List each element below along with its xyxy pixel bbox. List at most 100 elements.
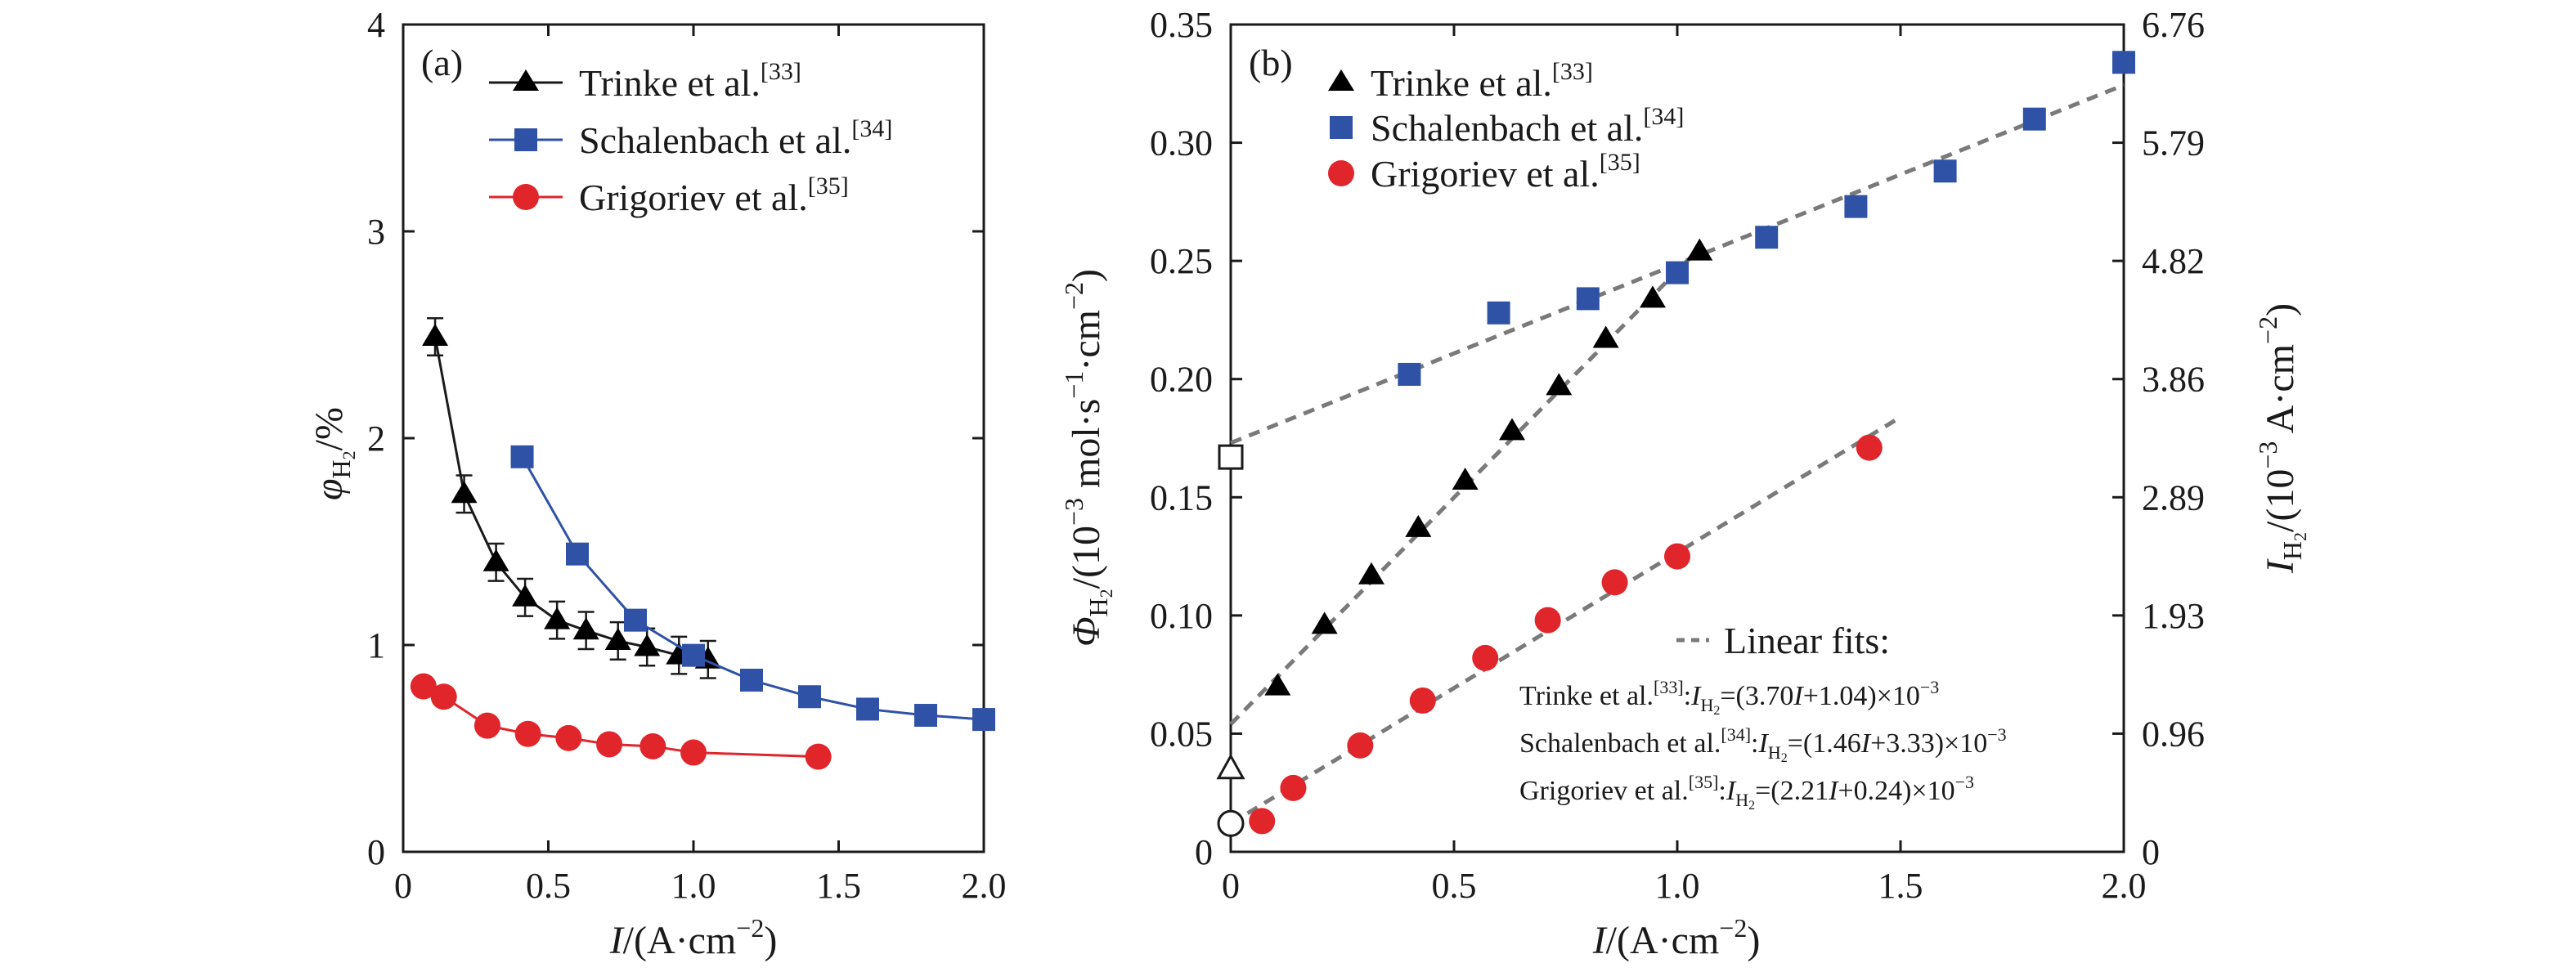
panel-a-frame [402,23,985,853]
x-tick-label: 0 [1222,866,1240,906]
data-point [624,608,647,632]
y-tick-label: 0.10 [1150,596,1213,636]
legend-marker-triangle [1328,69,1354,91]
data-point [1409,687,1436,714]
data-point [482,549,509,571]
legend-marker-square [1330,116,1353,139]
panel-b-x-axis-title: I/(A·cm−2) [1592,913,1761,962]
data-point [451,481,478,504]
y-right-tick-label: 6.76 [2142,5,2205,45]
intercept-marker [1218,444,1244,470]
legend-item-schalenbach: Schalenbach et al.[34] [1330,103,1684,149]
fit-legend-entry: Grigoriev et al.[35]:IH2=(2.21I+0.24)×10… [1519,772,1974,813]
legend-marker-square [514,128,537,151]
fit-legend-entry: Schalenbach et al.[34]:IH2=(1.46I+3.33)×… [1519,724,2007,765]
data-point [1498,418,1525,441]
y-tick-label: 3 [367,212,385,252]
data-point [1280,774,1307,801]
data-point [798,685,821,709]
data-point [1347,732,1374,759]
legend-item-trinke: Trinke et al.[33] [489,58,801,104]
panel-a-ticks: 0 0.5 1.0 1.5 2.0 0 1 2 3 4 [367,5,1007,906]
data-point [572,617,599,640]
data-point [680,739,707,766]
data-point [1933,159,1957,183]
x-tick-label: 2.0 [962,866,1007,906]
data-point [544,607,571,629]
data-point [1264,673,1291,696]
legend-item-grigoriev: Grigoriev et al.[35] [1328,149,1640,195]
intercept-marker [1216,753,1245,780]
y-tick-label: 0 [367,832,385,872]
data-point [1534,607,1561,634]
y-right-tick-label: 0 [2142,832,2160,872]
legend-item-grigoriev: Grigoriev et al.[35] [489,172,849,218]
intercept-marker [1217,809,1245,837]
panel-b-intercepts [1216,444,1245,837]
y-tick-label: 2 [367,419,385,459]
fit-legend-title: Linear fits: [1724,620,1890,661]
panel-b-y-axis-title: ΦH2/(10−3 mol·s−1·cm−2) [1059,269,1116,647]
data-point [430,683,457,710]
data-point [1358,562,1384,585]
panel-a-legend: Trinke et al.[33] Schalenbach et al.[34]… [489,58,892,218]
legend-marker-triangle [513,69,539,91]
data-point [640,732,666,759]
data-point [972,708,995,732]
y-right-tick-label: 0.96 [2142,714,2205,754]
panel-b-ticks: 0 0.5 1.0 1.5 2.00 00.05 0.960.10 1.930.15 2.890… [1150,5,2205,906]
y-tick-label: 4 [367,5,385,45]
y-tick-label: 0.15 [1150,477,1213,517]
y-tick-label: 0.30 [1150,123,1213,163]
y-right-tick-label: 3.86 [2142,360,2205,400]
data-point [1452,468,1479,490]
data-point [1487,301,1510,325]
fit-legend: Linear fits: Trinke et al.[33]:IH2=(3.70… [1519,620,2007,813]
data-point [596,731,623,758]
y-tick-label: 0.35 [1150,5,1213,45]
panel-b-series [1249,51,2135,835]
data-point [1755,226,1779,249]
data-point [1856,434,1883,461]
panel-b-frame [1229,23,2125,853]
y-tick-label: 1 [367,625,385,665]
data-point [740,669,763,692]
x-tick-label: 1.5 [1878,866,1923,906]
data-point [1601,569,1628,596]
x-tick-label: 1.0 [671,866,716,906]
panel-b-legend: Trinke et al.[33] Schalenbach et al.[34]… [1328,58,1684,195]
data-point [1592,325,1619,348]
legend-marker-circle [513,184,539,210]
data-point [682,643,705,667]
data-point [1664,543,1690,570]
data-point [2112,51,2135,74]
svg-text:Trinke et al.[33]: Trinke et al.[33] [1371,58,1593,104]
data-point [2022,107,2046,131]
panel-a-label: (a) [421,42,463,83]
data-point [604,627,631,650]
svg-text:Grigoriev et al.[35]: Grigoriev et al.[35] [579,172,849,218]
panel-b-chart: 0 0.5 1.0 1.5 2.00 00.05 0.960.10 1.930.15 2.890… [1059,5,2310,962]
data-point [1405,514,1432,537]
data-point [555,724,582,751]
x-tick-label: 1.5 [816,866,861,906]
legend-item-schalenbach: Schalenbach et al.[34] [489,115,892,161]
data-point [1639,285,1666,308]
x-tick-label: 2.0 [2102,866,2147,906]
svg-text:Trinke et al.[33]: Trinke et al.[33] [579,58,801,104]
svg-text:Schalenbach et al.[34]: Schalenbach et al.[34] [1371,103,1684,149]
y-right-tick-label: 5.79 [2142,123,2205,163]
data-point [1686,238,1713,261]
panel-a-x-axis-title: I/(A·cm−2) [609,913,778,962]
data-point [1546,373,1573,396]
y-right-tick-label: 1.93 [2142,596,2205,636]
y-tick-label: 0.05 [1150,714,1213,754]
data-point [1844,195,1868,218]
fit-legend-entry: Trinke et al.[33]:IH2=(3.70I+1.04)×10−3 [1519,677,1939,718]
data-point [805,743,832,770]
svg-text:Schalenbach et al.[34]: Schalenbach et al.[34] [579,115,892,161]
data-point [510,445,534,468]
x-tick-label: 0.5 [1432,866,1477,906]
legend-item-trinke: Trinke et al.[33] [1328,58,1593,104]
y-tick-label: 0 [1195,832,1213,872]
